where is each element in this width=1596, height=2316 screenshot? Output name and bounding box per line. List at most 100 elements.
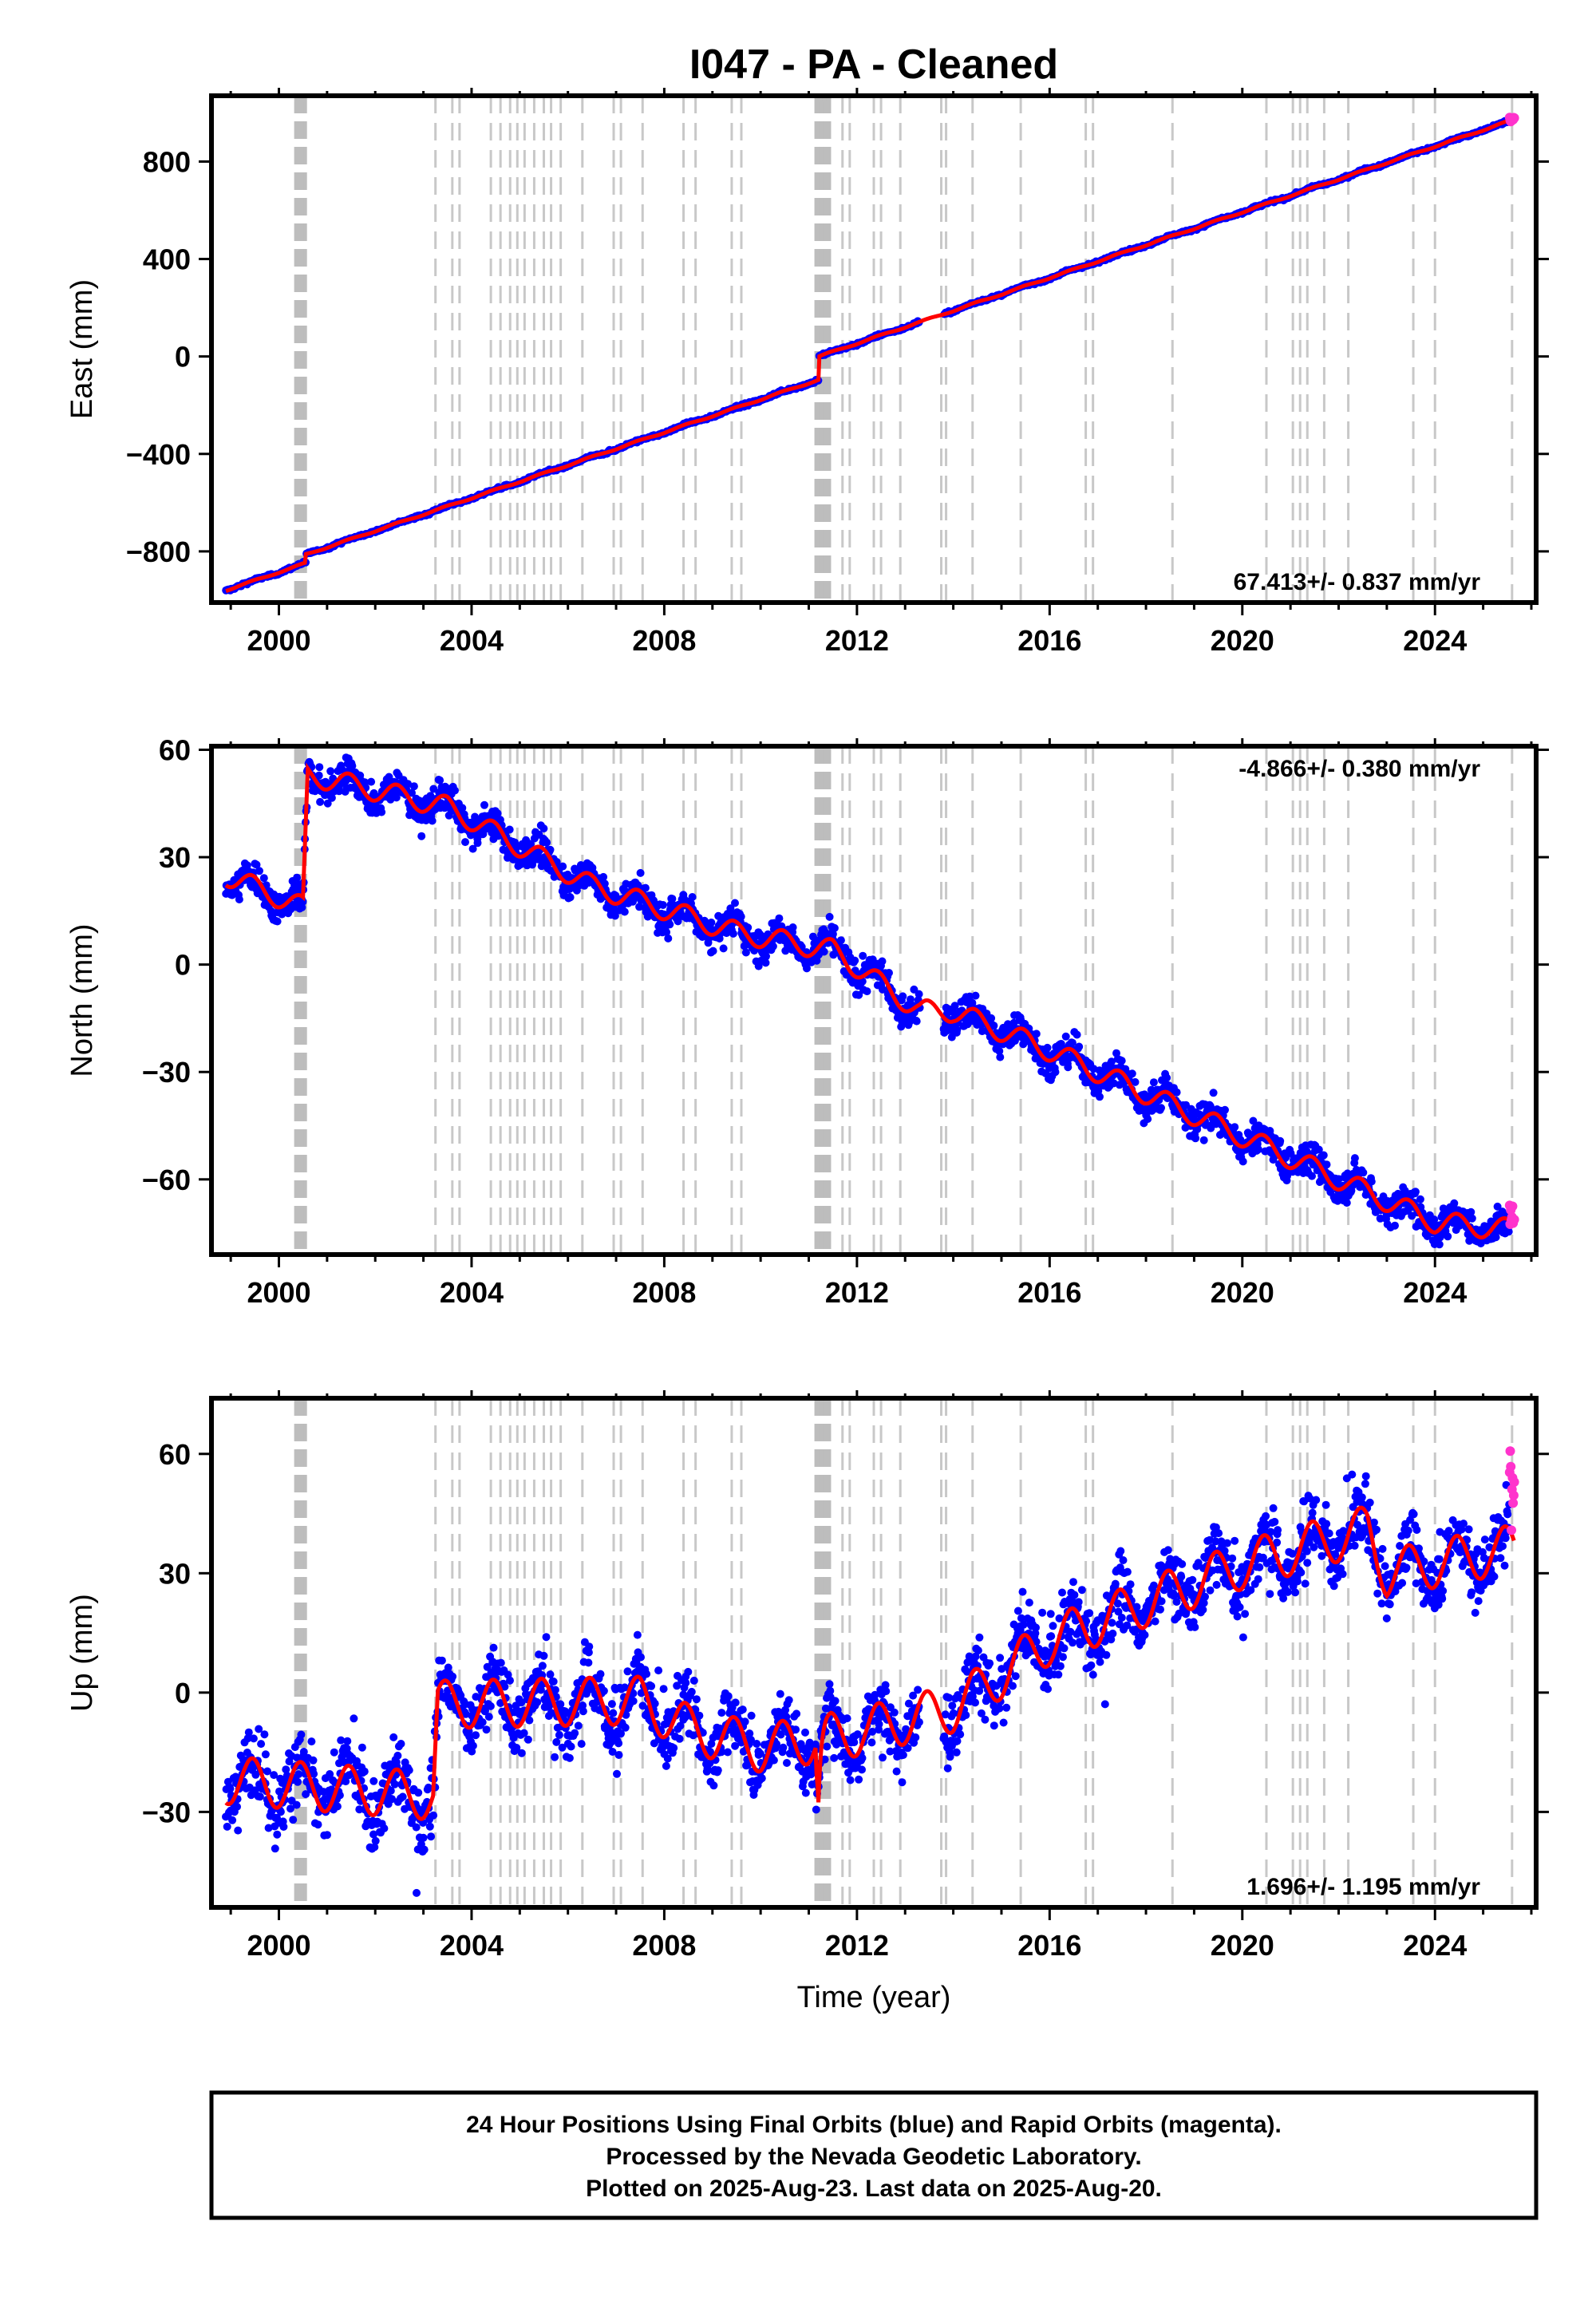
up-data-point <box>975 1633 984 1642</box>
up-data-point <box>971 1698 979 1707</box>
up-data-point <box>551 1686 559 1694</box>
up-data-point <box>555 1731 563 1739</box>
north-data-point <box>1075 1042 1084 1051</box>
up-data-point <box>792 1725 800 1734</box>
east-y-tick-label: 800 <box>143 145 191 178</box>
north-y-tick-label: 60 <box>159 733 191 766</box>
east-step-lines <box>294 96 1514 603</box>
north-data-point <box>899 992 907 1001</box>
north-data-point <box>1096 1093 1104 1101</box>
up-data-point <box>297 1730 306 1739</box>
up-data-point <box>546 1670 555 1679</box>
up-data-point <box>629 1697 638 1705</box>
north-x-tick-label: 2000 <box>247 1276 310 1309</box>
north-data-point <box>851 956 859 965</box>
up-data-point <box>879 1753 887 1762</box>
up-data-point <box>946 1753 954 1761</box>
up-data-point <box>226 1784 235 1793</box>
north-data-point <box>1254 1145 1262 1154</box>
up-data-point <box>260 1730 269 1739</box>
up-data-point <box>717 1709 726 1717</box>
up-data-point <box>769 1756 778 1765</box>
up-data-point <box>397 1740 405 1748</box>
north-data-point <box>1359 1168 1368 1177</box>
north-data-point <box>912 1017 921 1026</box>
up-data-point <box>792 1709 801 1718</box>
north-y-tick-label: 30 <box>159 841 191 874</box>
north-data-point <box>1199 1136 1208 1144</box>
east-x-ticks: 2000 2004 2008 2012 2016 2020 2024 <box>229 88 1533 657</box>
up-data-point <box>830 1753 839 1762</box>
north-data-point <box>367 777 376 786</box>
north-data-point <box>323 799 332 808</box>
up-data-point <box>695 1711 704 1720</box>
north-data-point <box>316 797 325 806</box>
up-data-point <box>831 1697 839 1705</box>
up-data-point <box>234 1826 243 1835</box>
up-data-point <box>858 1753 867 1762</box>
north-data-point <box>1117 1057 1126 1065</box>
up-data-point <box>405 1766 413 1775</box>
up-data-point <box>496 1658 505 1667</box>
up-data-point <box>393 1751 402 1760</box>
north-data-point <box>788 923 797 931</box>
north-x-tick-label: 2012 <box>825 1276 889 1309</box>
up-data-point <box>614 1739 623 1748</box>
east-panel: 2000 2004 2008 2012 2016 2020 2024 −800−400040… <box>65 88 1549 657</box>
up-data-point <box>574 1721 583 1730</box>
north-data-point <box>1450 1199 1459 1207</box>
up-data-point <box>892 1767 901 1776</box>
up-data-point <box>437 1656 446 1665</box>
north-data-point <box>859 951 867 960</box>
north-data-point <box>451 786 459 795</box>
up-data-point <box>899 1751 907 1759</box>
north-data-point <box>392 793 401 802</box>
north-data-point <box>820 947 828 956</box>
up-data-point <box>257 1740 266 1749</box>
up-data-point <box>846 1776 855 1784</box>
up-data-point <box>323 1831 331 1840</box>
up-data-point <box>523 1735 532 1744</box>
up-data-point <box>621 1723 630 1732</box>
up-data-point <box>855 1775 863 1784</box>
north-data-point <box>255 867 263 875</box>
up-data-point <box>233 1802 241 1811</box>
north-data-point <box>1061 1032 1070 1041</box>
east-x-tick-label: 2012 <box>825 624 889 657</box>
up-data-point <box>890 1708 899 1717</box>
up-data-point <box>489 1643 498 1652</box>
north-data-point <box>1416 1195 1424 1203</box>
up-data-point <box>948 1701 957 1710</box>
east-x-tick-label: 2004 <box>440 624 504 657</box>
north-data-point <box>273 917 282 926</box>
north-data-point <box>505 825 514 834</box>
up-data-point <box>731 1698 740 1707</box>
up-data-point <box>549 1678 558 1686</box>
north-data-point <box>1276 1136 1285 1145</box>
up-data-point <box>579 1707 587 1716</box>
north-data-point <box>1144 1115 1152 1124</box>
north-data-point <box>709 947 717 955</box>
up-data-point <box>577 1740 586 1749</box>
up-data-point <box>956 1730 965 1739</box>
north-data-point <box>885 969 893 977</box>
north-data-point <box>775 914 784 923</box>
north-x-tick-label: 2004 <box>440 1276 504 1309</box>
up-data-point <box>427 1832 436 1841</box>
north-data-point <box>480 800 488 809</box>
north-data-point <box>1191 1134 1200 1143</box>
up-data-point <box>249 1734 258 1743</box>
north-data-point <box>1231 1123 1239 1132</box>
north-x-tick-label: 2008 <box>632 1276 696 1309</box>
up-data-point <box>898 1778 907 1787</box>
north-data-point <box>836 936 845 945</box>
north-data-point <box>259 874 268 883</box>
up-data-point <box>662 1761 670 1770</box>
up-data-point <box>812 1805 820 1814</box>
north-data-point <box>461 838 469 847</box>
up-data-point <box>633 1630 642 1639</box>
up-data-point <box>482 1725 491 1734</box>
north-data-point <box>620 907 629 916</box>
